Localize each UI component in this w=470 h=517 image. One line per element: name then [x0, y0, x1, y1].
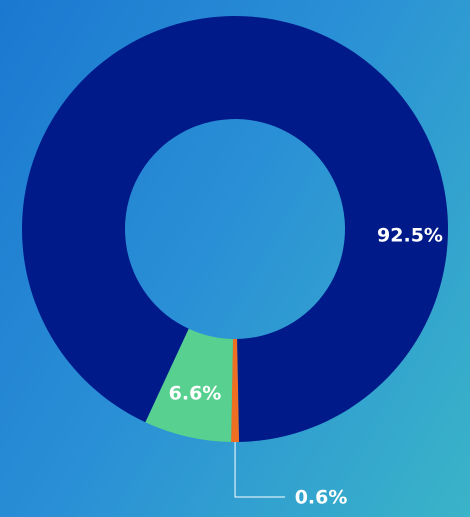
- leader-line: [235, 442, 285, 497]
- slice-label: 0.6%: [295, 487, 348, 509]
- slice-label: 6.6%: [169, 383, 222, 405]
- slice-label: 92.5%: [377, 225, 443, 247]
- donut-chart: 0.6% 6.6% 92.5%: [0, 0, 470, 517]
